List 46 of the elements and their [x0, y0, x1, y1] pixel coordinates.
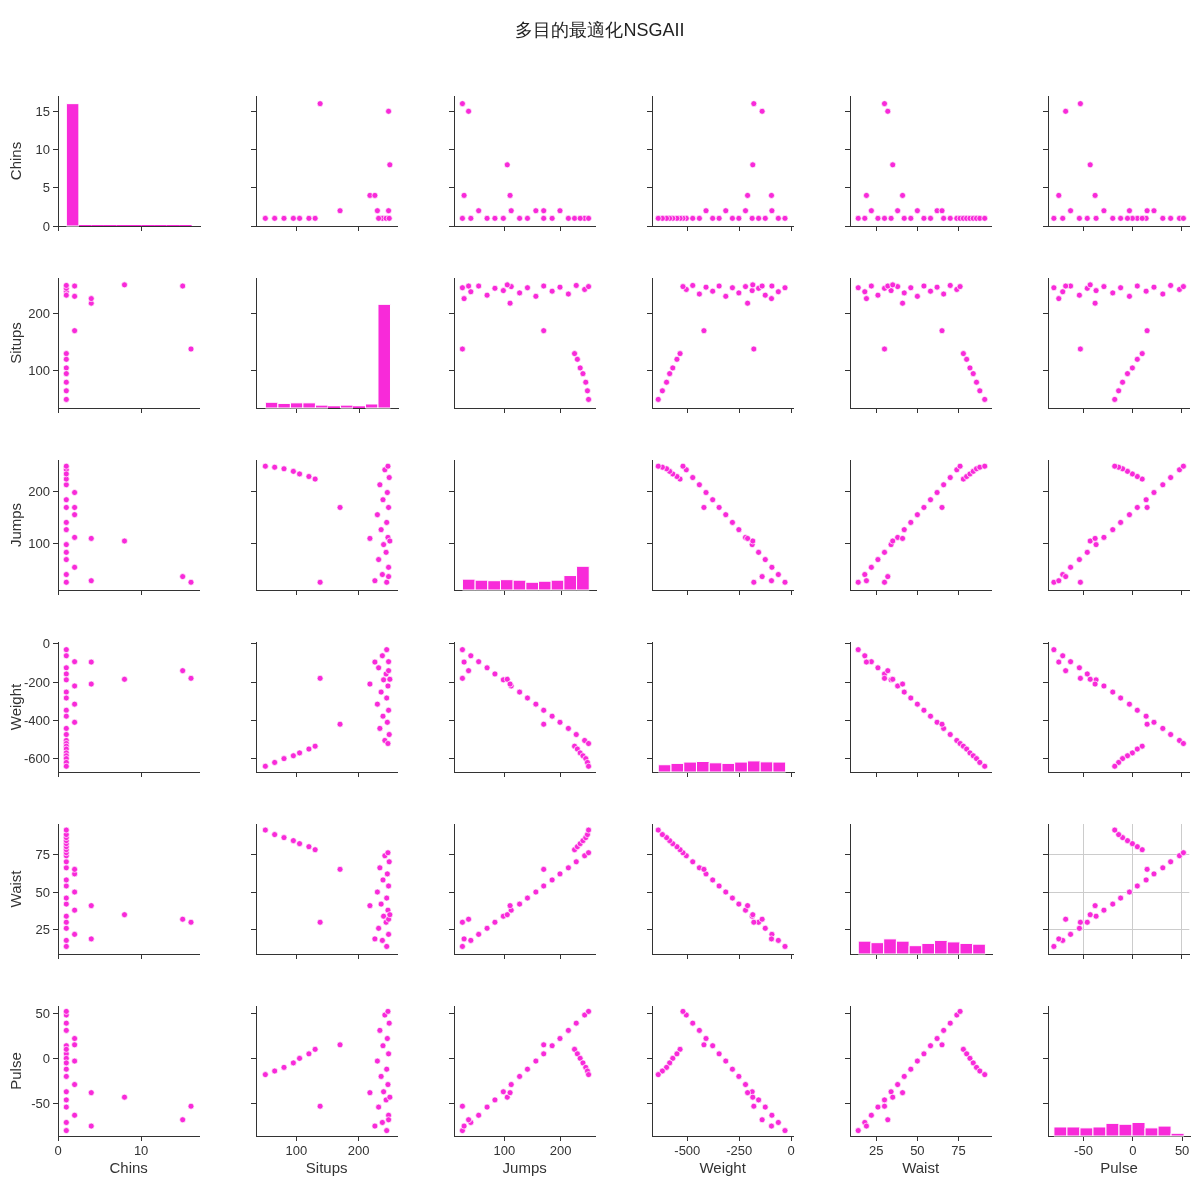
x-tick-label: 50: [1174, 1143, 1190, 1159]
y-tick-label: 25: [35, 922, 50, 938]
y-axis-title: Chins: [7, 141, 25, 181]
x-tick-label: -500: [674, 1143, 701, 1159]
x-tick-label: 100: [285, 1143, 308, 1159]
y-tick-label: -400: [23, 712, 50, 728]
x-tick-label: 0: [787, 1143, 795, 1159]
y-tick-label: 75: [35, 846, 50, 862]
y-axis-title: Waist: [7, 869, 25, 908]
y-tick-label: 0: [42, 636, 50, 652]
x-tick-label: 200: [347, 1143, 370, 1159]
x-axis-title: Waist: [902, 1159, 940, 1177]
x-tick-label: 0: [1129, 1143, 1137, 1159]
y-tick-label: 100: [28, 363, 50, 379]
y-tick-label: 200: [28, 306, 50, 322]
x-axis-title: Chins: [109, 1159, 148, 1177]
y-axis-title: Weight: [7, 682, 25, 731]
y-tick-label: 15: [35, 103, 50, 119]
y-tick-label: -50: [31, 1096, 50, 1111]
text: 多目的最適化NSGAII: [515, 19, 685, 42]
x-tick-label: 0: [54, 1143, 62, 1159]
y-tick-label: 10: [35, 142, 50, 158]
x-axis-title: Pulse: [1100, 1159, 1138, 1177]
y-tick-label: 0: [42, 1050, 50, 1066]
y-tick-label: 50: [35, 1005, 50, 1021]
x-axis-title: Jumps: [502, 1159, 547, 1177]
y-axis-title: Pulse: [7, 1052, 25, 1090]
x-tick-label: 200: [549, 1143, 572, 1159]
y-tick-label: 100: [28, 536, 50, 552]
y-tick-label: -600: [23, 751, 50, 767]
x-tick-label: 25: [869, 1143, 884, 1159]
y-tick-label: 5: [42, 180, 50, 196]
y-tick-label: 50: [35, 884, 50, 900]
y-axis-title: Situps: [7, 322, 25, 364]
x-tick-label: 75: [951, 1143, 966, 1159]
y-tick-label: 0: [42, 218, 50, 234]
x-tick-label: 100: [493, 1143, 516, 1159]
x-axis-title: Situps: [305, 1159, 348, 1177]
x-tick-label: -50: [1074, 1143, 1093, 1159]
x-axis-title: Weight: [699, 1159, 747, 1177]
x-tick-label: 10: [133, 1143, 149, 1159]
x-tick-label: 50: [910, 1143, 925, 1159]
y-axis-title: Jumps: [7, 502, 25, 548]
y-tick-label: -200: [23, 674, 50, 690]
y-tick-label: 200: [28, 484, 50, 500]
x-tick-label: -250: [726, 1143, 753, 1159]
